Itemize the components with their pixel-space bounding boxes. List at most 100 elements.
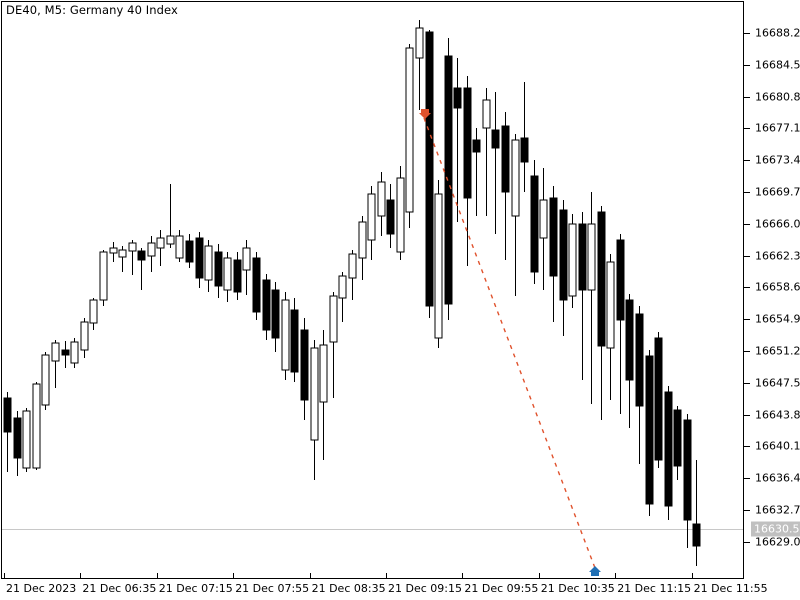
candlestick[interactable] — [147, 236, 156, 272]
candlestick[interactable] — [300, 318, 309, 420]
candlestick[interactable] — [3, 392, 12, 472]
time-label: 21 Dec 11:15 — [617, 582, 692, 595]
candlestick[interactable] — [32, 382, 41, 470]
price-tick — [744, 96, 750, 98]
candlestick[interactable] — [673, 406, 682, 480]
candlestick[interactable] — [271, 282, 280, 352]
price-tick — [744, 319, 750, 321]
candlestick[interactable] — [530, 160, 539, 284]
candlestick[interactable] — [338, 272, 347, 322]
candlestick[interactable] — [568, 214, 577, 308]
candlestick[interactable] — [166, 184, 175, 248]
candlestick[interactable] — [491, 92, 500, 234]
candlestick[interactable] — [367, 186, 376, 260]
time-tick — [615, 573, 617, 579]
candlestick[interactable] — [242, 240, 251, 295]
candlestick[interactable] — [645, 350, 654, 516]
price-label: 16677.10 — [755, 121, 800, 135]
candlestick[interactable] — [482, 88, 491, 216]
candlestick[interactable] — [520, 82, 529, 192]
candlestick[interactable] — [654, 332, 663, 468]
candlestick[interactable] — [405, 44, 414, 228]
current-price-level-line — [2, 529, 743, 530]
time-label: 21 Dec 07:15 — [158, 582, 233, 595]
candlestick[interactable] — [41, 352, 50, 410]
candlestick[interactable] — [185, 234, 194, 268]
candlestick[interactable] — [70, 338, 79, 368]
candlestick[interactable] — [233, 252, 242, 300]
candlestick[interactable] — [425, 30, 434, 318]
candlestick[interactable] — [625, 294, 634, 428]
current-price-badge[interactable]: 16630.50 — [751, 521, 800, 537]
candlestick[interactable] — [22, 408, 31, 472]
candlestick[interactable] — [290, 298, 299, 382]
price-label: 16673.40 — [755, 153, 800, 167]
time-label: 21 Dec 07:55 — [235, 582, 310, 595]
candlestick[interactable] — [137, 248, 146, 290]
candlestick[interactable] — [329, 292, 338, 398]
candlestick[interactable] — [453, 58, 462, 222]
candlestick[interactable] — [51, 340, 60, 388]
candlestick[interactable] — [587, 192, 596, 404]
price-tick — [744, 64, 750, 66]
time-label: 21 Dec 10:35 — [540, 582, 615, 595]
candlestick[interactable] — [80, 318, 89, 358]
price-label: 16654.90 — [755, 312, 800, 326]
time-label: 21 Dec 2023 — [6, 582, 77, 595]
candlestick[interactable] — [396, 166, 405, 260]
candlestick[interactable] — [539, 168, 548, 290]
candlestick[interactable] — [692, 460, 701, 566]
candles-svg — [3, 20, 701, 576]
candlestick[interactable] — [664, 386, 673, 520]
candlestick[interactable] — [61, 341, 70, 368]
price-label: 16647.50 — [755, 376, 800, 390]
candlestick[interactable] — [472, 128, 481, 216]
candlestick[interactable] — [444, 38, 453, 320]
candlestick[interactable] — [204, 240, 213, 292]
candlestick[interactable] — [463, 76, 472, 266]
candlestick[interactable] — [252, 252, 261, 320]
candlestick[interactable] — [635, 306, 644, 464]
candlestick[interactable] — [319, 330, 328, 460]
candlestick[interactable] — [89, 298, 98, 330]
price-label: 16629.00 — [755, 535, 800, 549]
candlestick[interactable] — [606, 254, 615, 400]
price-label: 16684.50 — [755, 58, 800, 72]
candlestick-plot[interactable] — [2, 2, 743, 578]
candlestick[interactable] — [262, 274, 271, 340]
price-label: 16636.40 — [755, 471, 800, 485]
candlestick[interactable] — [434, 180, 443, 348]
candlestick[interactable] — [616, 234, 625, 414]
candlestick[interactable] — [175, 230, 184, 262]
candlestick[interactable] — [683, 414, 692, 548]
candlestick[interactable] — [223, 252, 232, 302]
candlestick[interactable] — [99, 250, 108, 306]
price-label: 16651.20 — [755, 344, 800, 358]
candlestick[interactable] — [348, 250, 357, 300]
candlestick[interactable] — [597, 206, 606, 420]
candlestick[interactable] — [128, 240, 137, 275]
candlestick[interactable] — [415, 20, 424, 110]
candlestick[interactable] — [281, 292, 290, 380]
candlestick[interactable] — [358, 216, 367, 280]
price-label: 16640.10 — [755, 439, 800, 453]
candlestick[interactable] — [549, 186, 558, 322]
candlestick[interactable] — [386, 184, 395, 248]
candlestick[interactable] — [578, 212, 587, 380]
sell-arrow-icon[interactable] — [419, 109, 431, 119]
candlestick[interactable] — [13, 411, 22, 476]
candlestick[interactable] — [310, 340, 319, 480]
candlestick[interactable] — [501, 112, 510, 260]
candlestick[interactable] — [214, 244, 223, 298]
time-label: 21 Dec 11:55 — [693, 582, 768, 595]
buy-arrow-icon[interactable] — [589, 566, 601, 576]
candlestick[interactable] — [511, 134, 520, 296]
candlestick[interactable] — [109, 242, 118, 262]
time-tick — [462, 573, 464, 579]
candlestick[interactable] — [559, 200, 568, 336]
candlestick[interactable] — [118, 246, 127, 272]
candlestick[interactable] — [195, 232, 204, 288]
candlestick[interactable] — [156, 230, 165, 266]
price-axis[interactable]: 16688.20 16684.50 16680.80 16677.10 16673.40… — [744, 0, 800, 600]
candlestick[interactable] — [377, 172, 386, 236]
